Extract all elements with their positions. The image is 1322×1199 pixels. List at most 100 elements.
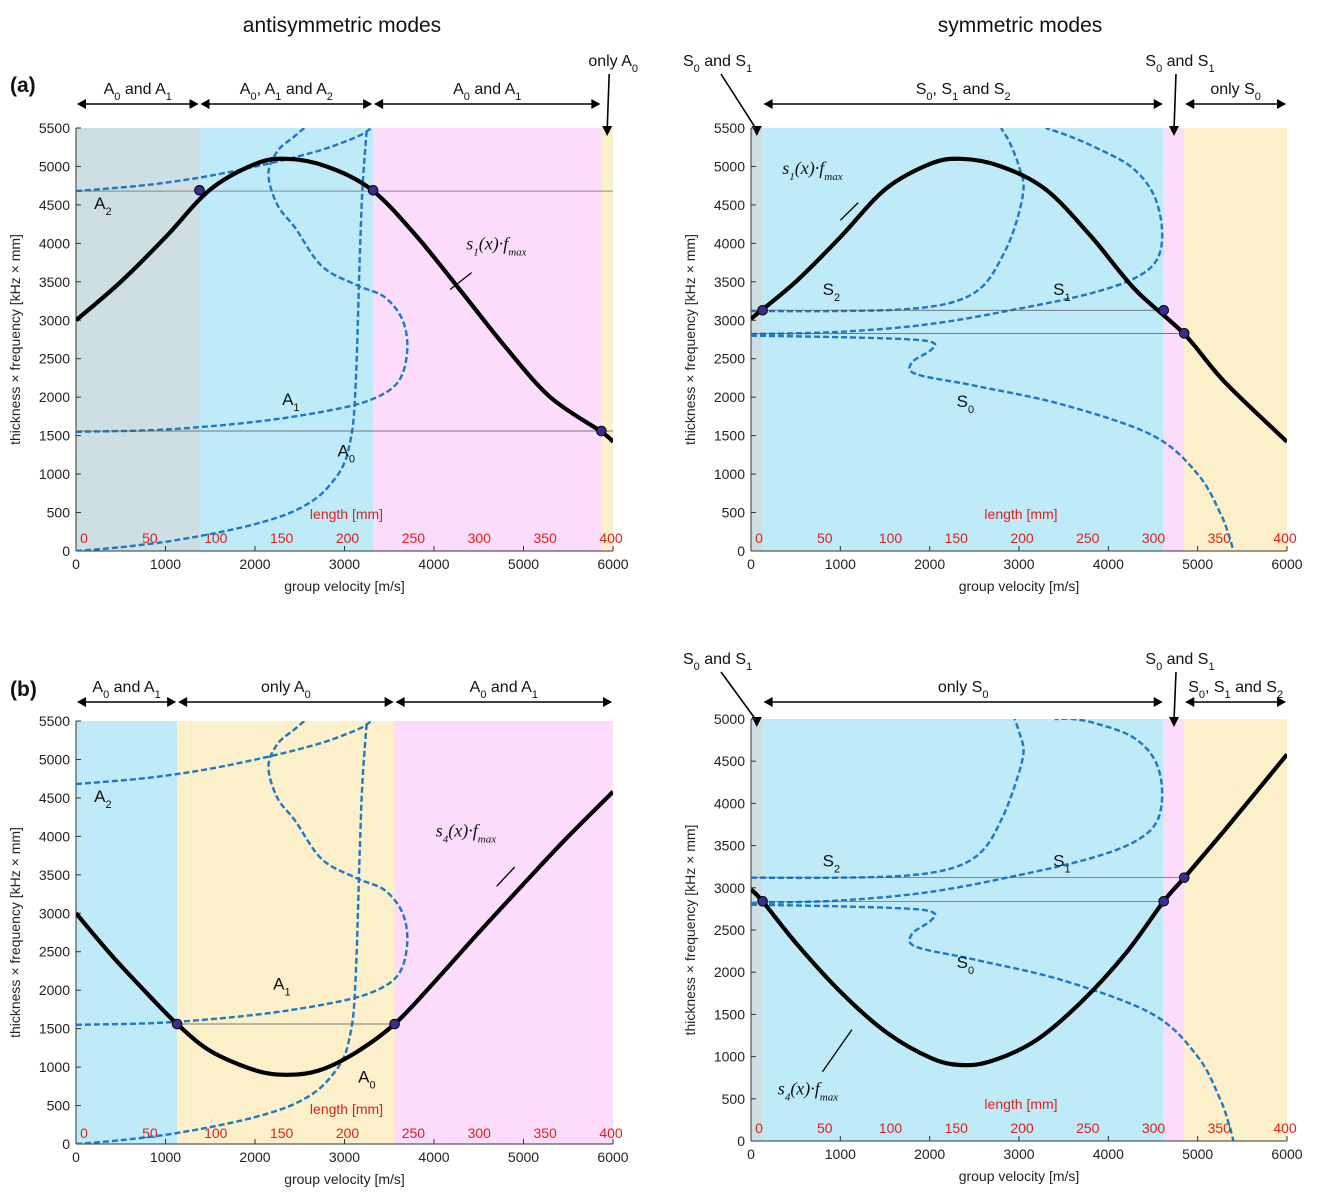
y-tick-label: 3000 bbox=[39, 905, 70, 921]
label-subscript: 1 bbox=[473, 247, 479, 259]
region-gray bbox=[751, 128, 763, 551]
pointer-head bbox=[1168, 126, 1179, 136]
region-label: S0 and S1 bbox=[1145, 651, 1214, 673]
length-tick-label: 250 bbox=[402, 1125, 426, 1141]
x-tick-label: 6000 bbox=[597, 1149, 628, 1165]
label-text: and S bbox=[1162, 651, 1208, 668]
length-tick-label: 50 bbox=[142, 530, 158, 546]
label-text: and S bbox=[700, 53, 746, 70]
label-subscript: 1 bbox=[166, 91, 172, 103]
y-tick-label: 0 bbox=[737, 543, 745, 559]
region-label: only S0 bbox=[938, 679, 989, 701]
x-tick-label: 4000 bbox=[418, 1149, 449, 1165]
y-axis-label: thickness × frequency [kHz × mm] bbox=[7, 827, 23, 1038]
mode-curve-A0 bbox=[76, 721, 369, 1144]
label-text: , S bbox=[933, 81, 953, 98]
arrow-head-right bbox=[1153, 697, 1163, 707]
chart-b-anti: A0 and A1 only A0 A0 and A10 1000 2000 3000 40… bbox=[7, 679, 629, 1187]
arrow-head-left bbox=[395, 697, 405, 707]
y-tick-label: 3500 bbox=[39, 274, 70, 290]
label-text: A bbox=[92, 679, 103, 696]
label-subscript: 0 bbox=[250, 91, 256, 103]
label-subscript: 0 bbox=[114, 91, 120, 103]
label-text: (x)·f bbox=[448, 820, 480, 841]
region-pointer bbox=[606, 73, 610, 131]
y-tick-label: 1500 bbox=[39, 1021, 70, 1037]
length-tick-label: 400 bbox=[1273, 530, 1297, 546]
label-subscript: 1 bbox=[1064, 292, 1070, 304]
label-subscript: 1 bbox=[789, 171, 795, 183]
label-subscript: 0 bbox=[1199, 689, 1205, 701]
label-subscript: 0 bbox=[349, 453, 355, 465]
label-subscript: 0 bbox=[968, 965, 974, 977]
x-tick-label: 3000 bbox=[329, 1149, 360, 1165]
label-text: S bbox=[957, 953, 968, 972]
length-tick-label: 150 bbox=[945, 530, 969, 546]
label-text: s bbox=[778, 1079, 785, 1099]
label-text: and A bbox=[281, 81, 327, 98]
region-yellow bbox=[1184, 719, 1287, 1141]
region-cyan bbox=[762, 719, 1164, 1141]
mode-curve-A0 bbox=[76, 128, 369, 551]
mode-curve-S0 bbox=[751, 903, 1235, 1141]
label-subscript: 0 bbox=[694, 63, 700, 75]
label-text: S bbox=[823, 852, 834, 871]
x-tick-label: 5000 bbox=[508, 1149, 539, 1165]
y-axis-label: thickness × frequency [kHz × mm] bbox=[682, 234, 698, 445]
y-tick-label: 5500 bbox=[714, 120, 745, 136]
mode-label: S2 bbox=[823, 852, 840, 876]
label-text: S bbox=[683, 651, 694, 668]
label-text: (x)·f bbox=[790, 1079, 822, 1100]
label-subscript: 1 bbox=[952, 91, 958, 103]
label-subscript: max bbox=[824, 171, 842, 183]
label-text: and A bbox=[486, 679, 532, 696]
length-axis-label: length [mm] bbox=[984, 506, 1057, 522]
y-tick-label: 0 bbox=[737, 1133, 745, 1149]
region-label: S0 and S1 bbox=[683, 53, 752, 75]
length-tick-label: 250 bbox=[1076, 1120, 1100, 1136]
x-tick-label: 1000 bbox=[825, 556, 856, 572]
y-tick-label: 5000 bbox=[39, 158, 70, 174]
curves bbox=[76, 128, 613, 551]
region-label: A0, A1 and A2 bbox=[240, 81, 333, 103]
label-subscript: 1 bbox=[1208, 63, 1214, 75]
arrow-head-right bbox=[1277, 697, 1286, 707]
y-tick-label: 2000 bbox=[39, 982, 70, 998]
length-tick-label: 350 bbox=[533, 530, 557, 546]
label-subscript: 2 bbox=[1004, 91, 1010, 103]
mode-label: A0 bbox=[338, 441, 355, 465]
length-tick-label: 200 bbox=[336, 530, 360, 546]
x-tick-label: 0 bbox=[72, 556, 80, 572]
label-subscript: 0 bbox=[694, 661, 700, 673]
x-tick-label: 1000 bbox=[825, 1146, 856, 1162]
arrow-head-right bbox=[363, 99, 373, 109]
x-tick-label: 3000 bbox=[329, 556, 360, 572]
y-tick-label: 4000 bbox=[39, 235, 70, 251]
label-text: A bbox=[453, 81, 464, 98]
x-tick-label: 5000 bbox=[508, 556, 539, 572]
y-tick-label: 2500 bbox=[39, 944, 70, 960]
x-axis-label: group velocity [m/s] bbox=[284, 1171, 405, 1187]
length-tick-label: 200 bbox=[1010, 530, 1034, 546]
function-pointer bbox=[821, 1029, 853, 1073]
label-text: A bbox=[338, 441, 350, 460]
mode-curve-S1 bbox=[751, 128, 1164, 336]
y-tick-label: 1000 bbox=[39, 466, 70, 482]
label-subscript: 1 bbox=[746, 63, 752, 75]
heading-symmetric: symmetric modes bbox=[938, 14, 1103, 37]
x-tick-label: 6000 bbox=[1271, 556, 1302, 572]
x-tick-label: 1000 bbox=[150, 556, 181, 572]
length-tick-label: 200 bbox=[336, 1125, 360, 1141]
mode-label: A1 bbox=[282, 390, 299, 414]
y-tick-label: 4500 bbox=[39, 197, 70, 213]
region-label: only A0 bbox=[588, 53, 638, 75]
arrow-head-right bbox=[603, 697, 612, 707]
y-tick-label: 2500 bbox=[39, 351, 70, 367]
y-tick-label: 4500 bbox=[39, 790, 70, 806]
label-text: and S bbox=[1162, 53, 1208, 70]
label-text: , S bbox=[1205, 679, 1225, 696]
label-text: s bbox=[466, 234, 473, 254]
x-tick-label: 2000 bbox=[239, 556, 270, 572]
label-subscript: 2 bbox=[834, 864, 840, 876]
y-tick-label: 4500 bbox=[714, 197, 745, 213]
